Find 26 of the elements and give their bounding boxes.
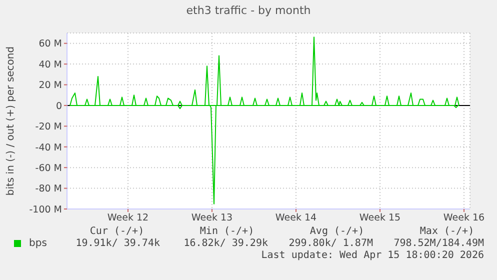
x-tick-label: Week 14 — [275, 212, 317, 224]
y-tick-label: -60 M — [35, 162, 62, 174]
text: Max (-/+) — [418, 226, 476, 237]
legend-label: bps — [29, 238, 47, 249]
y-tick-label: 40 M — [38, 59, 62, 70]
x-tick-label: Week 13 — [191, 212, 233, 224]
y-tick-label: 60 M — [38, 38, 62, 50]
y-axis-title: bits in (-) / out (+) per second — [6, 46, 17, 196]
text: Last update: Wed Apr 15 18:00:20 2026 — [261, 250, 484, 261]
x-tick-label: Week 15 — [359, 212, 401, 224]
text: 19.91k/ 39.74k — [76, 238, 160, 249]
y-tick-label: -80 M — [35, 184, 62, 195]
chart-title: eth3 traffic - by month — [185, 4, 312, 17]
text: Min (-/+) — [198, 226, 256, 237]
y-tick-label: -20 M — [35, 122, 62, 133]
y-tick-label: -40 M — [35, 142, 62, 154]
x-tick-label: Week 16 — [443, 212, 485, 224]
y-tick-label: 0 — [56, 100, 62, 112]
text: 299.80k/ 1.87M — [288, 238, 373, 249]
text: Avg (-/+) — [308, 226, 366, 237]
text: Cur (-/+) — [88, 226, 146, 237]
x-tick-label: Week 12 — [107, 212, 149, 224]
y-tick-label: 20 M — [38, 80, 62, 92]
text: 16.82k/ 39.29k — [184, 238, 268, 249]
y-tick-label: -100 M — [29, 204, 62, 216]
text: 798.52M/184.49M — [394, 238, 484, 249]
